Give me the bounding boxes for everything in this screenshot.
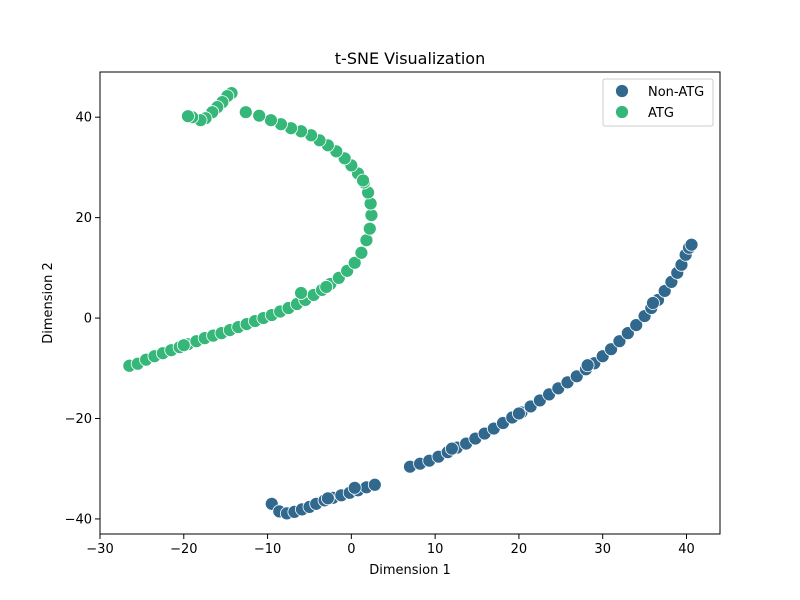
y-tick-label: −20 <box>65 412 92 427</box>
point-non-atg-15 <box>320 491 335 506</box>
point-atg-59 <box>356 173 370 188</box>
y-axis: −40 −20 0 20 40 <box>65 111 100 527</box>
point-non-atg-14 <box>347 480 362 495</box>
point-atg-30 <box>362 221 377 236</box>
legend-label-atg: ATG <box>648 106 674 121</box>
point-atg-46 <box>252 108 267 123</box>
point-atg-56 <box>181 109 195 124</box>
point-non-atg-51 <box>684 237 699 252</box>
point-non-atg-53 <box>580 358 595 373</box>
legend-marker-atg <box>615 105 629 119</box>
x-axis-label: Dimension 1 <box>369 563 451 578</box>
point-atg-47 <box>238 105 253 120</box>
x-tick-label: 30 <box>594 542 611 557</box>
legend-marker-non-atg <box>615 84 629 98</box>
point-non-atg-52 <box>646 296 660 310</box>
x-tick-label: 10 <box>427 542 444 557</box>
point-atg-31 <box>364 208 379 223</box>
legend-label-non-atg: Non-ATG <box>648 85 704 100</box>
point-non-atg-41 <box>629 318 644 332</box>
x-tick-label: 20 <box>511 542 528 557</box>
point-atg-29 <box>359 233 374 248</box>
chart-title: t-SNE Visualization <box>335 49 485 68</box>
legend-box <box>602 78 714 127</box>
point-atg-45 <box>264 113 278 128</box>
y-tick-label: −40 <box>65 512 92 527</box>
point-non-atg-34 <box>569 369 584 384</box>
point-non-atg-55 <box>444 441 459 456</box>
point-non-atg-39 <box>612 334 627 349</box>
point-atg-57 <box>294 286 308 300</box>
point-non-atg-54 <box>512 406 526 421</box>
x-tick-label: −30 <box>86 542 113 557</box>
point-atg-58 <box>319 280 334 294</box>
point-non-atg-13 <box>367 477 382 492</box>
y-tick-label: 20 <box>75 211 92 226</box>
plot-frame <box>99 71 721 535</box>
x-tick-label: −10 <box>254 542 281 557</box>
y-tick-label: 0 <box>84 312 92 327</box>
y-axis-label: Dimension 2 <box>41 262 56 344</box>
x-tick-label: 40 <box>678 542 695 557</box>
point-atg-27 <box>347 255 362 270</box>
x-tick-label: −20 <box>170 542 197 557</box>
point-atg-28 <box>354 245 369 260</box>
legend: Non-ATG ATG <box>602 78 714 127</box>
point-non-atg-38 <box>604 342 618 357</box>
point-non-atg-40 <box>620 326 635 341</box>
x-axis: −30 −20 −10 0 10 20 30 40 <box>86 534 695 557</box>
points-layer <box>122 86 699 521</box>
point-atg-60 <box>176 338 191 353</box>
x-tick-label: 0 <box>347 542 355 557</box>
y-tick-label: 40 <box>75 111 92 126</box>
